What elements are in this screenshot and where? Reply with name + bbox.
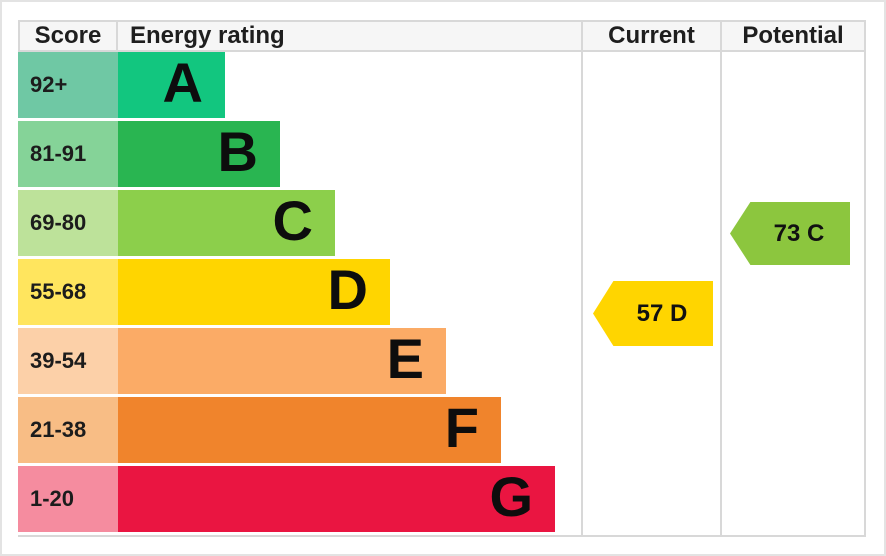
- band-score-range: 81-91: [18, 121, 118, 187]
- band-score-range: 1-20: [18, 466, 118, 532]
- header-strip: [18, 22, 866, 50]
- band-row-b: 81-91 B: [18, 121, 866, 187]
- band-row-g: 1-20 G: [18, 466, 866, 532]
- band-score-range: 55-68: [18, 259, 118, 325]
- band-score-range: 39-54: [18, 328, 118, 394]
- score-column-right-border: [116, 20, 118, 52]
- band-bar-a: A: [118, 52, 225, 118]
- band-score-range: 92+: [18, 52, 118, 118]
- band-letter: F: [444, 396, 479, 459]
- band-letter: E: [386, 327, 424, 390]
- current-column-header: Current: [608, 22, 695, 49]
- band-bar-g: G: [118, 466, 555, 532]
- potential-rating-arrow: 73 C: [730, 202, 850, 265]
- score-column-header: Score: [34, 22, 102, 49]
- band-letter: G: [489, 465, 533, 528]
- band-score-range: 21-38: [18, 397, 118, 463]
- band-row-e: 39-54 E: [18, 328, 866, 394]
- band-row-d: 55-68 D: [18, 259, 866, 325]
- band-letter: D: [327, 258, 368, 321]
- table-bottom-border: [18, 535, 866, 537]
- band-letter: B: [217, 120, 258, 183]
- band-letter: A: [162, 51, 203, 114]
- band-score-range: 69-80: [18, 190, 118, 256]
- band-bar-d: D: [118, 259, 390, 325]
- potential-column-header: Potential: [742, 22, 844, 49]
- current-column-left-border: [581, 20, 583, 537]
- table-top-border: [18, 20, 866, 22]
- band-row-f: 21-38 F: [18, 397, 866, 463]
- current-rating-arrow: 57 D: [593, 281, 713, 346]
- score-column-left-border: [18, 20, 20, 52]
- band-bar-b: B: [118, 121, 280, 187]
- band-bar-c: C: [118, 190, 335, 256]
- header-bottom-border: [18, 50, 866, 52]
- band-letter: C: [272, 189, 313, 252]
- band-row-a: 92+ A: [18, 52, 866, 118]
- band-row-c: 69-80 C: [18, 190, 866, 256]
- band-bar-e: E: [118, 328, 446, 394]
- band-bar-f: F: [118, 397, 501, 463]
- potential-column-left-border: [720, 20, 722, 537]
- energy-rating-column-header: Energy rating: [130, 22, 285, 49]
- table-right-border: [864, 20, 866, 537]
